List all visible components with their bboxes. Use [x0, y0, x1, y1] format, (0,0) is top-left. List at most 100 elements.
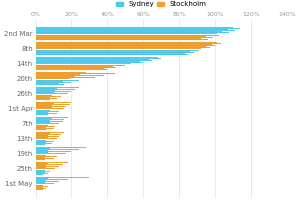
Bar	[36, 171, 50, 172]
Bar	[36, 138, 57, 139]
Bar	[36, 157, 44, 158]
Bar	[36, 88, 57, 89]
Bar	[36, 186, 48, 187]
Bar	[36, 128, 53, 129]
Bar	[36, 133, 50, 134]
Bar	[36, 103, 53, 104]
Bar	[36, 179, 68, 180]
Bar	[36, 47, 210, 48]
Bar	[36, 144, 44, 145]
Bar	[36, 67, 116, 68]
Bar	[36, 150, 48, 151]
Bar	[36, 185, 43, 186]
Bar	[36, 147, 86, 148]
Bar	[36, 80, 79, 81]
Bar	[36, 119, 64, 120]
Bar	[36, 126, 55, 127]
Bar	[36, 66, 113, 67]
Bar	[36, 35, 219, 36]
Bar	[36, 33, 217, 34]
Bar	[36, 148, 50, 149]
Bar	[36, 39, 208, 40]
Bar	[36, 53, 184, 54]
Bar	[36, 89, 75, 90]
Bar	[36, 172, 44, 173]
Bar	[36, 60, 152, 61]
Bar	[36, 63, 131, 64]
Bar	[36, 32, 230, 33]
Bar	[36, 134, 61, 135]
Bar	[36, 51, 190, 52]
Bar	[36, 87, 79, 88]
Bar	[36, 120, 50, 121]
Bar	[36, 75, 104, 76]
Bar	[36, 48, 201, 49]
Bar	[36, 142, 46, 143]
Bar	[36, 153, 66, 154]
Bar	[36, 151, 71, 152]
Bar	[36, 42, 217, 43]
Bar	[36, 54, 188, 55]
Bar	[36, 189, 43, 190]
Bar	[36, 104, 70, 105]
Bar	[36, 125, 48, 126]
Bar	[36, 68, 104, 69]
Bar	[36, 164, 62, 165]
Bar	[36, 46, 206, 47]
Bar	[36, 118, 52, 119]
Bar	[36, 61, 140, 62]
Bar	[36, 117, 68, 118]
Bar	[36, 73, 115, 74]
Bar	[36, 169, 52, 170]
Bar	[36, 149, 79, 150]
Bar	[36, 182, 44, 183]
Bar	[36, 141, 53, 142]
Bar	[36, 84, 64, 85]
Bar	[36, 65, 125, 66]
Bar	[36, 129, 46, 130]
Bar	[36, 93, 68, 94]
Bar	[36, 121, 62, 122]
Bar	[36, 28, 240, 29]
Bar	[36, 52, 194, 53]
Bar	[36, 181, 59, 182]
Bar	[36, 178, 48, 179]
Bar	[36, 173, 48, 174]
Bar	[36, 96, 61, 97]
Bar	[36, 156, 57, 157]
Bar	[36, 69, 107, 70]
Bar	[36, 98, 57, 99]
Bar	[36, 135, 48, 136]
Bar	[36, 99, 50, 100]
Bar	[36, 113, 57, 114]
Bar	[36, 123, 59, 124]
Bar	[36, 166, 59, 167]
Bar	[36, 158, 53, 159]
Bar	[36, 38, 201, 39]
Bar	[36, 59, 149, 60]
Bar	[36, 152, 48, 153]
Bar	[36, 77, 95, 78]
Bar	[36, 112, 48, 113]
Bar	[36, 50, 199, 51]
Bar	[36, 76, 75, 77]
Bar	[36, 36, 206, 37]
Bar	[36, 114, 48, 115]
Bar	[36, 188, 46, 189]
Bar	[36, 174, 43, 175]
Bar	[36, 43, 220, 44]
Bar	[36, 29, 228, 30]
Bar	[36, 37, 213, 38]
Bar	[36, 110, 50, 111]
Bar	[36, 30, 235, 31]
Bar	[36, 57, 158, 58]
Bar	[36, 107, 52, 108]
Bar	[36, 92, 53, 93]
Bar	[36, 183, 53, 184]
Bar	[36, 91, 71, 92]
Bar	[36, 137, 48, 138]
Bar	[36, 44, 211, 45]
Bar	[36, 74, 80, 75]
Bar	[36, 111, 59, 112]
Bar	[36, 187, 43, 188]
